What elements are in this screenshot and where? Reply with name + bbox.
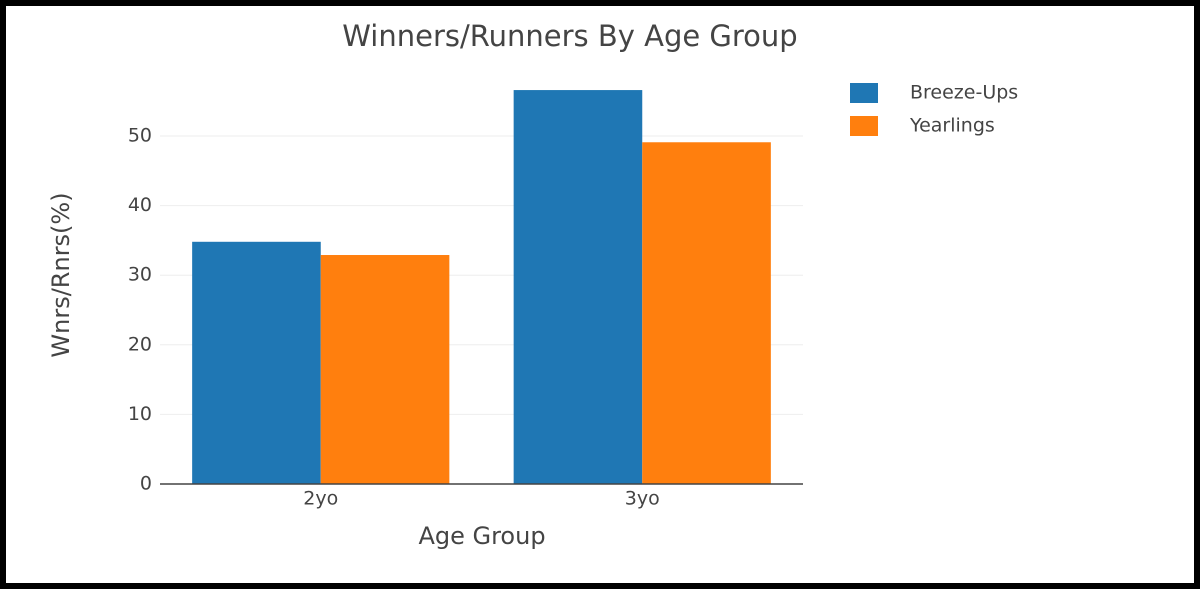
bar: [320, 255, 450, 484]
legend-swatch: [850, 116, 878, 136]
y-tick-label: 10: [128, 403, 152, 425]
bar: [642, 142, 771, 485]
legend-label: Breeze-Ups: [910, 82, 1018, 104]
y-tick-label: 0: [140, 473, 152, 495]
y-tick-label: 40: [128, 194, 152, 216]
bar: [513, 90, 643, 485]
bar: [192, 241, 321, 484]
chart-title: Winners/Runners By Age Group: [342, 19, 797, 53]
y-tick-label: 50: [128, 125, 152, 147]
x-tick-label: 2yo: [303, 488, 338, 510]
x-tick-label: 3yo: [625, 488, 660, 510]
y-tick-label: 20: [128, 333, 152, 355]
x-axis-title: Age Group: [418, 522, 545, 550]
legend-swatch: [850, 83, 878, 103]
legend-label: Yearlings: [909, 115, 995, 137]
y-axis-title: Wnrs/Rnrs(%): [47, 192, 75, 357]
y-tick-label: 30: [128, 264, 152, 286]
